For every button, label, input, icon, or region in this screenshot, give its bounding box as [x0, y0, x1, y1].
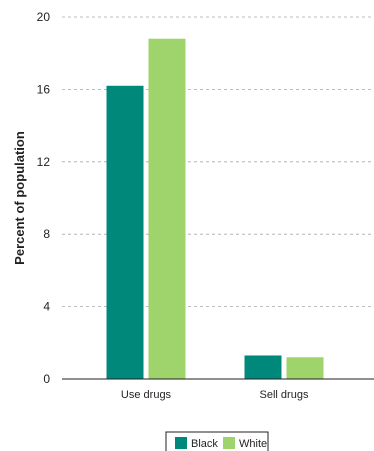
legend-swatch-white	[223, 437, 235, 449]
y-tick-label: 8	[43, 227, 50, 241]
legend: Black White	[165, 431, 269, 451]
bar-white-use-drugs	[148, 38, 186, 379]
y-axis-label: Percent of population	[12, 131, 27, 265]
y-tick-labels: 0 4 8 12 16 20	[37, 10, 51, 386]
grid-lines	[62, 16, 374, 308]
legend-label-black: Black	[191, 438, 218, 450]
bars	[106, 38, 324, 379]
y-tick-label: 0	[43, 372, 50, 386]
legend-box	[165, 431, 269, 451]
y-tick-label: 4	[43, 300, 50, 314]
x-category-labels: Use drugs Sell drugs	[121, 389, 309, 401]
bar-black-use-drugs	[106, 85, 144, 379]
legend-label-white: White	[239, 438, 267, 450]
y-tick-label: 12	[37, 155, 51, 169]
legend-swatch-black	[175, 437, 187, 449]
x-category-label: Sell drugs	[260, 389, 309, 401]
y-tick-label: 16	[37, 82, 51, 96]
x-category-label: Use drugs	[121, 389, 172, 401]
y-tick-label: 20	[37, 10, 51, 24]
bar-white-sell-drugs	[286, 357, 324, 379]
bar-black-sell-drugs	[244, 355, 282, 379]
